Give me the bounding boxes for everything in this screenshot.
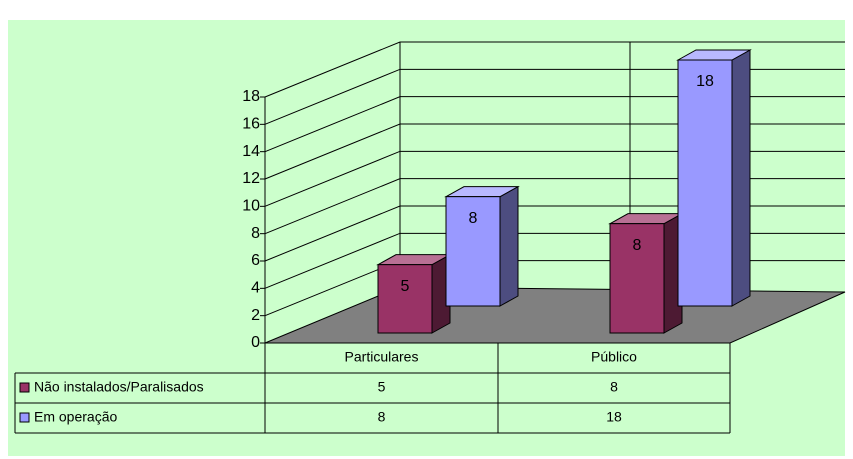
data-label: 8 [633, 237, 642, 254]
table-value: 5 [378, 379, 386, 395]
bar [608, 212, 684, 334]
bar-side [499, 185, 519, 307]
grid-line [264, 41, 845, 98]
y-tick-label: 14 [242, 143, 260, 160]
bar [376, 253, 452, 334]
y-tick-label: 16 [242, 116, 260, 133]
bar-front [677, 59, 733, 307]
category-label: Público [591, 349, 637, 365]
y-tick-label: 6 [251, 252, 260, 269]
y-tick-label: 4 [251, 280, 260, 297]
y-tick-label: 18 [242, 88, 260, 105]
bar-side [731, 49, 751, 307]
y-tick-label: 10 [242, 198, 260, 215]
table-value: 8 [610, 379, 618, 395]
data-label: 8 [469, 210, 478, 227]
data-label: 5 [401, 278, 410, 295]
data-label: 18 [696, 73, 714, 90]
table-value: 8 [378, 409, 386, 425]
category-label: Particulares [345, 349, 419, 365]
y-tick-label: 2 [251, 307, 260, 324]
legend-key [19, 412, 30, 423]
bar-front [445, 196, 501, 307]
legend-key [19, 382, 30, 393]
y-tick-label: 0 [251, 334, 260, 351]
bar [444, 185, 520, 307]
table-value: 18 [606, 409, 622, 425]
bar-front [377, 264, 433, 334]
y-tick-label: 12 [242, 170, 260, 187]
legend-label: Em operação [34, 409, 117, 425]
y-tick-label: 8 [251, 225, 260, 242]
bar-front [609, 223, 665, 334]
bar [676, 49, 752, 307]
legend-label: Não instalados/Paralisados [34, 379, 204, 395]
